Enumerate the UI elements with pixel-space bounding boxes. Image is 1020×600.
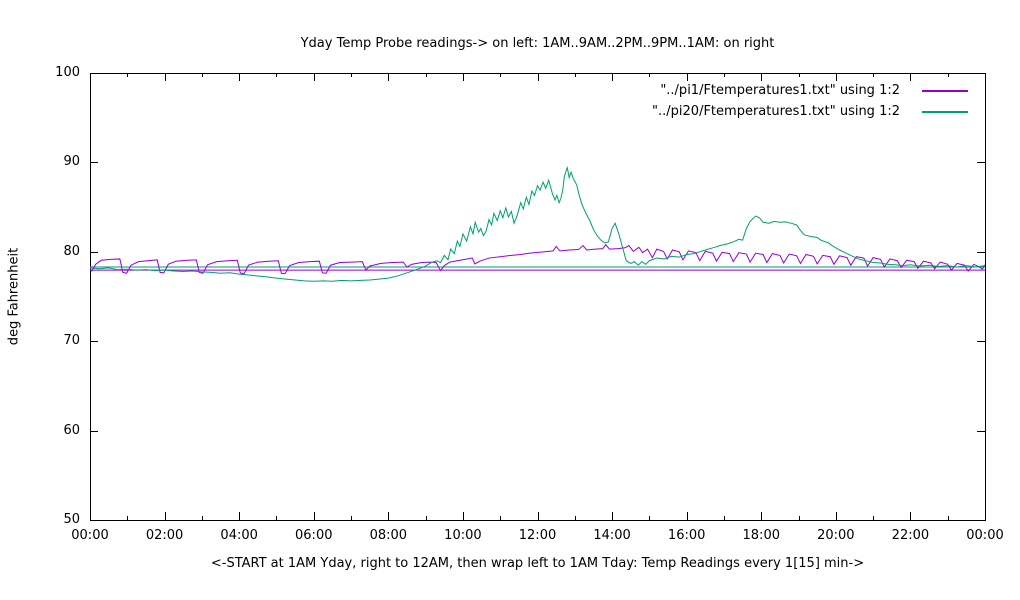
legend-entry-pi20: "../pi20/Ftemperatures1.txt" using 1:2 — [560, 101, 968, 122]
x-tick-label-10: 20:00 — [817, 528, 855, 543]
legend-entry-pi1: "../pi1/Ftemperatures1.txt" using 1:2 — [560, 80, 968, 101]
series-line-pi20 — [89, 166, 986, 282]
y-tick-label-80: 80 — [63, 243, 80, 259]
y-axis-label: deg Fahrenheit — [6, 247, 22, 346]
x-axis-label: <-START at 1AM Yday, right to 12AM, then… — [210, 556, 865, 571]
legend-line-swatch-pi20 — [922, 110, 968, 113]
y-tick-label-90: 90 — [63, 154, 80, 170]
legend-label-pi1: "../pi1/Ftemperatures1.txt" using 1:2 — [660, 83, 900, 98]
x-tick-label-5: 10:00 — [444, 528, 482, 543]
x-tick-label-6: 12:00 — [518, 528, 557, 543]
x-tick-label-1: 02:00 — [145, 528, 184, 543]
x-tick-label-0: 00:00 — [71, 528, 109, 543]
x-tick-label-4: 08:00 — [369, 528, 408, 543]
legend-label-pi20: "../pi20/Ftemperatures1.txt" using 1:2 — [652, 104, 900, 119]
x-tick-label-2: 04:00 — [220, 528, 258, 543]
legend: "../pi1/Ftemperatures1.txt" using 1:2 ".… — [560, 80, 968, 122]
x-tick-label-3: 06:00 — [295, 528, 333, 543]
y-tick-label-60: 60 — [63, 422, 80, 438]
x-tick-label-7: 14:00 — [593, 528, 631, 543]
x-tick-label-9: 18:00 — [742, 528, 780, 543]
x-tick-label-11: 22:00 — [891, 528, 930, 543]
y-tick-label-100: 100 — [55, 65, 80, 80]
chart-title: Yday Temp Probe readings-> on left: 1AM.… — [300, 36, 775, 51]
x-tick-label-8: 16:00 — [667, 528, 706, 543]
legend-line-swatch-pi1 — [922, 89, 968, 92]
y-tick-label-50: 50 — [63, 512, 80, 527]
series-line-pi1 — [89, 243, 986, 275]
x-tick-label-12: 00:00 — [966, 528, 1004, 543]
y-tick-label-70: 70 — [63, 333, 80, 349]
plot-border — [90, 73, 986, 521]
